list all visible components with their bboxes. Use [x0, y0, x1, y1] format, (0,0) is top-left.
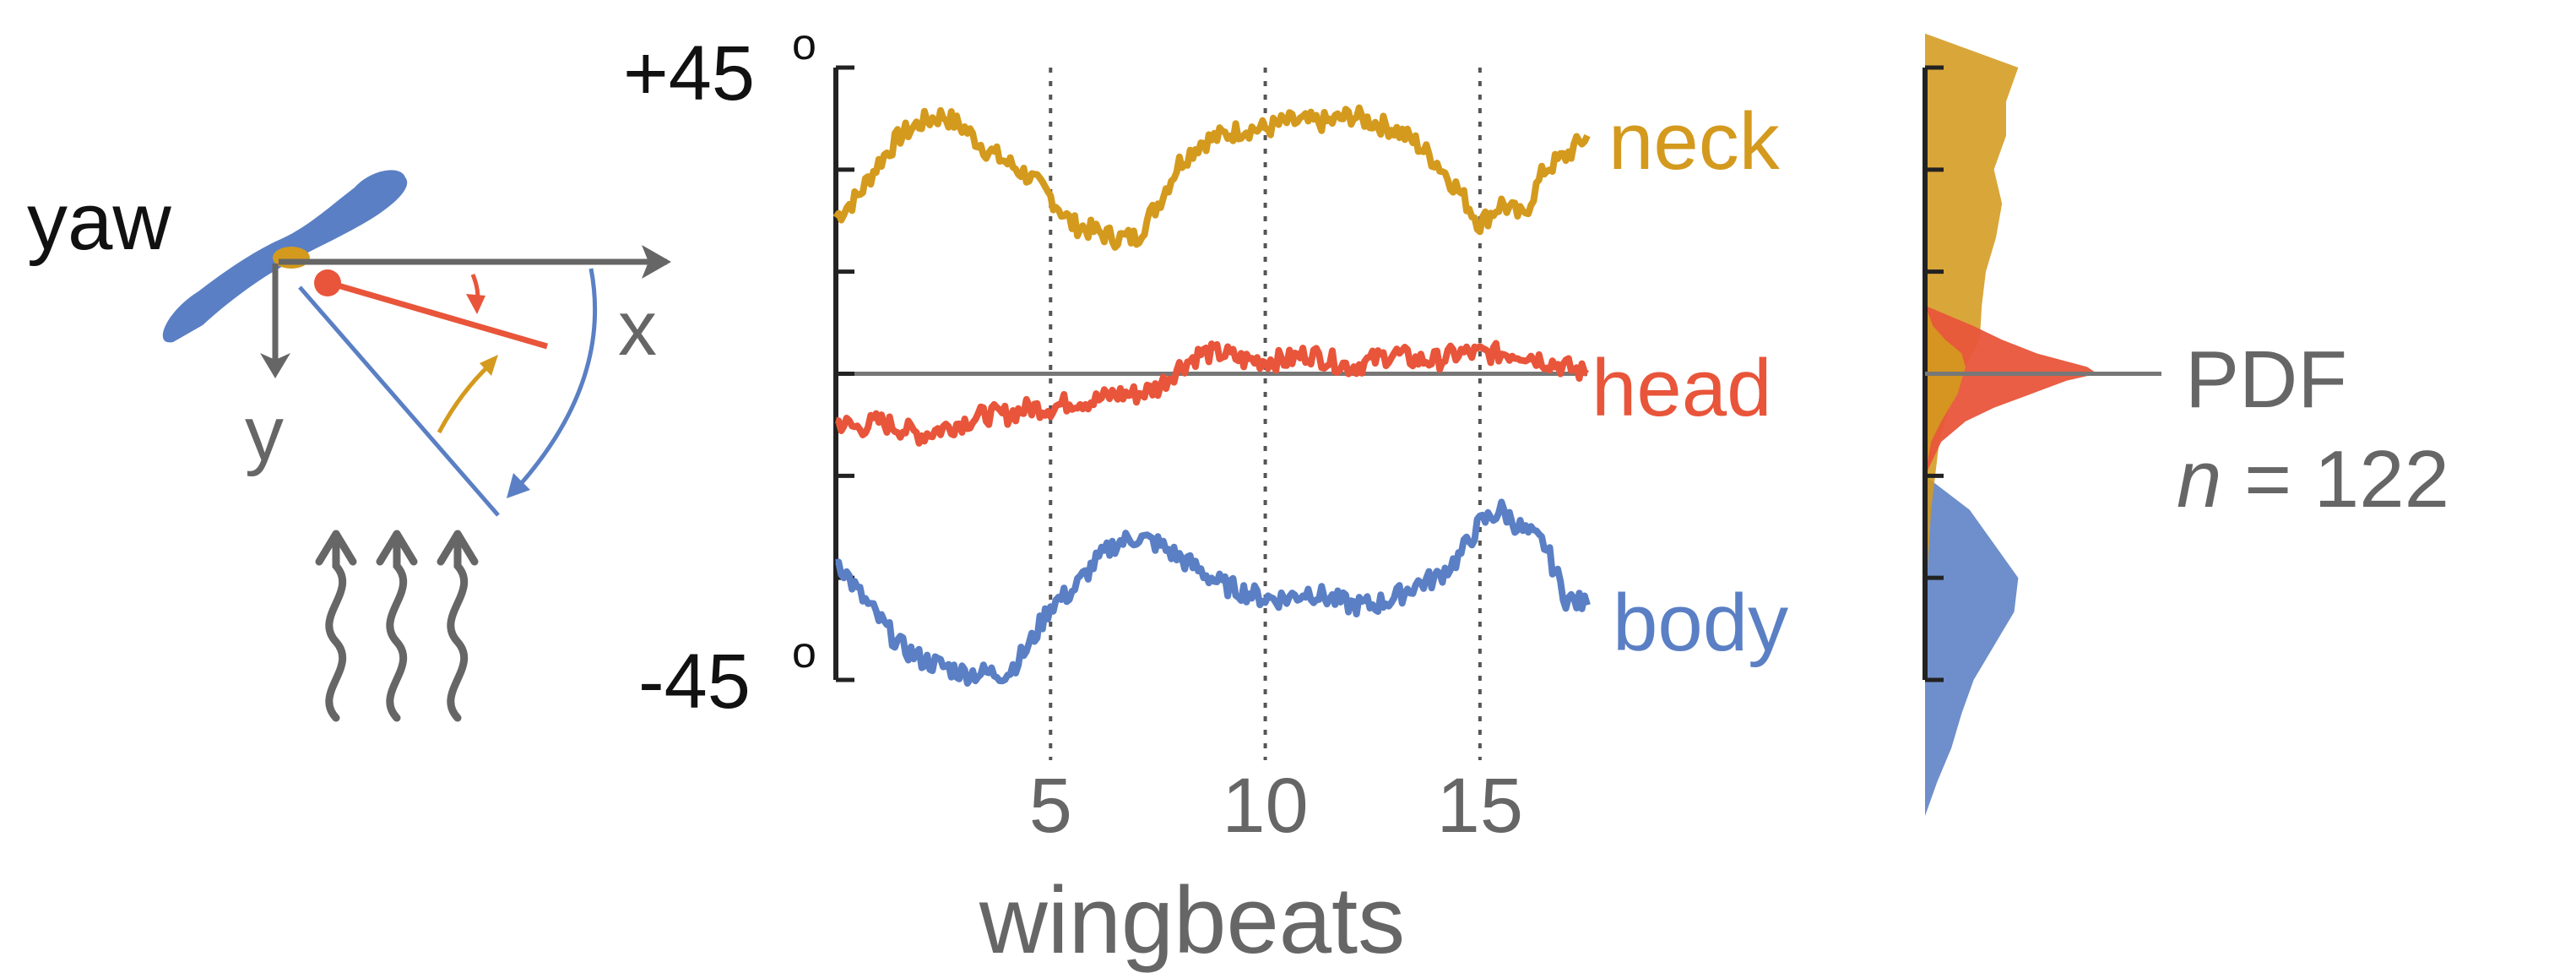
pdf-n-label: n = 122 — [2177, 434, 2449, 525]
yaw-label: yaw — [27, 177, 171, 267]
pdf-label: PDF — [2185, 334, 2347, 425]
yaw-schematic: yaw x y — [27, 170, 671, 722]
series-line-head — [835, 340, 1589, 447]
pdf-distributions — [1925, 33, 2097, 817]
pdf-n-value: = 122 — [2221, 434, 2449, 525]
y-bottom-label: -45 — [638, 639, 751, 725]
wingbeat-gridlines — [1049, 68, 1482, 760]
neck-angle-arrow-icon — [480, 355, 498, 376]
series-label-neck: neck — [1608, 96, 1781, 187]
x-tick-label: 10 — [1222, 763, 1308, 849]
x-tick-label: 5 — [1029, 763, 1072, 849]
series-label-head: head — [1592, 343, 1772, 433]
head-direction-line — [328, 280, 548, 350]
body-angle-arrow-icon — [507, 473, 530, 498]
wind-arrows-icon — [315, 530, 479, 722]
series-lines — [832, 104, 1591, 687]
y-label: y — [245, 391, 284, 477]
y-bottom-degree: o — [792, 628, 816, 677]
x-tick-labels: 5 10 15 — [1029, 763, 1523, 849]
body-direction-line — [298, 285, 500, 517]
time-series-chart: +45 o -45 o 5 10 15 wingbeats neck head bo… — [623, 20, 1788, 973]
pdf-neck-overlap — [1925, 305, 1966, 476]
y-top-label: +45 — [623, 30, 755, 117]
y-top-degree: o — [792, 20, 816, 69]
x-axis-label: wingbeats — [979, 867, 1405, 973]
pdf-n-symbol: n — [2177, 434, 2221, 525]
x-label: x — [618, 285, 657, 372]
pdf-body — [1925, 476, 2019, 817]
pdf-head — [1925, 305, 2097, 476]
head-angle-arrow-icon — [466, 294, 485, 314]
x-tick-label: 15 — [1437, 763, 1523, 849]
pdf-panel: PDF n = 122 — [1923, 33, 2449, 817]
series-label-body: body — [1613, 578, 1788, 668]
series-line-body — [835, 498, 1591, 687]
series-line-neck — [832, 104, 1591, 251]
pdf-neck — [1925, 33, 2019, 612]
bird-icon — [162, 170, 408, 343]
